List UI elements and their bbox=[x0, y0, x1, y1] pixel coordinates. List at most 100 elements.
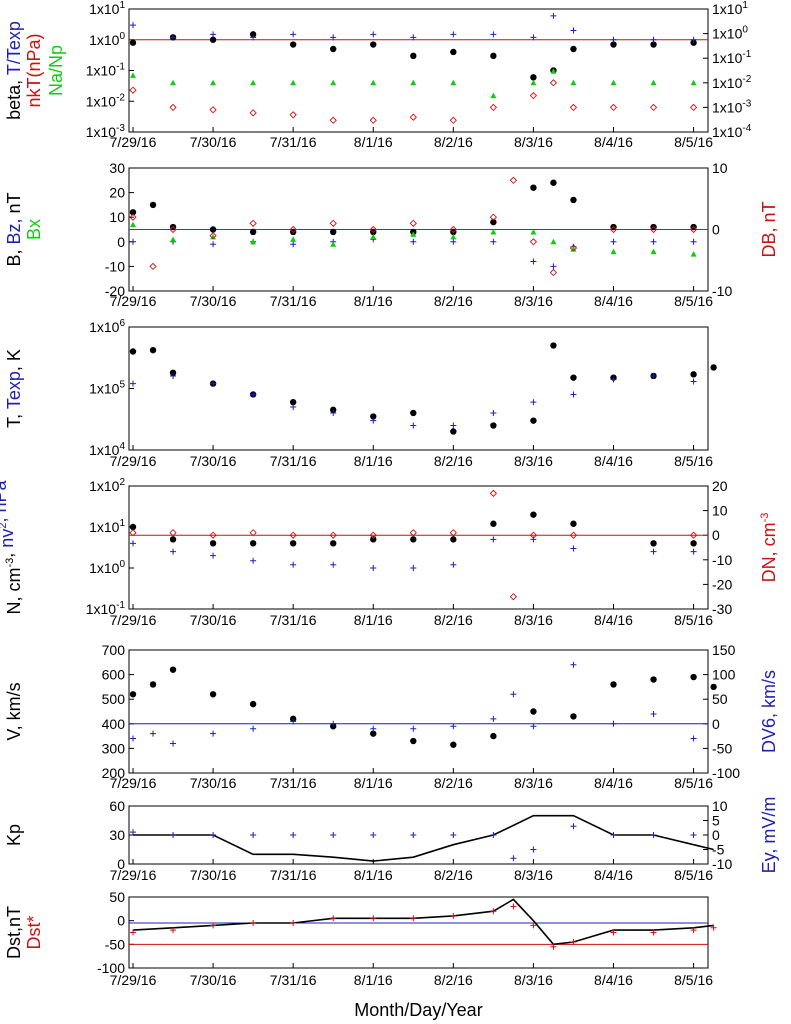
dst-data-point bbox=[710, 924, 717, 931]
beta-data-point bbox=[370, 41, 377, 48]
beta-y2-tick-label: 1x10-1 bbox=[712, 49, 752, 66]
b-data-point bbox=[529, 238, 538, 246]
b-data-point bbox=[650, 248, 657, 255]
b-x-tick-label: 7/29/16 bbox=[110, 293, 157, 309]
kp-x-tick-label: 8/5/16 bbox=[674, 867, 713, 883]
v-y2-tick-label: 0 bbox=[712, 716, 720, 732]
v-y-tick-label: 300 bbox=[102, 740, 126, 756]
b-data-point bbox=[609, 225, 618, 234]
beta-data-point bbox=[650, 36, 657, 43]
beta-data-point bbox=[650, 41, 657, 48]
b-x-tick-label: 8/1/16 bbox=[354, 293, 393, 309]
b-y-tick-label: 30 bbox=[109, 160, 125, 176]
v-x-tick-label: 7/31/16 bbox=[270, 775, 317, 791]
beta-data-point bbox=[330, 79, 337, 86]
t-y-tick-label: 1x106 bbox=[89, 318, 125, 335]
b-data-point bbox=[490, 228, 497, 235]
beta-data-point bbox=[450, 48, 457, 56]
t-data-point bbox=[170, 372, 177, 379]
n-data-point bbox=[570, 545, 577, 552]
beta-data-point bbox=[289, 41, 297, 48]
beta-x-tick-label: 8/1/16 bbox=[354, 134, 393, 150]
kp-data-point bbox=[370, 832, 377, 838]
beta-data-point bbox=[129, 86, 137, 94]
beta-data-point bbox=[130, 22, 137, 29]
beta-data-point bbox=[249, 109, 257, 117]
kp-data-point bbox=[410, 832, 417, 838]
t-data-point bbox=[330, 409, 337, 416]
b-data-point bbox=[530, 258, 537, 265]
b-ylabel: B, Bz, nT bbox=[4, 192, 24, 266]
kp-y-tick-label: 0 bbox=[117, 856, 125, 872]
beta-data-point bbox=[169, 103, 177, 112]
n-data-point bbox=[450, 561, 457, 568]
beta-x-tick-label: 7/31/16 bbox=[270, 134, 317, 150]
b-x-tick-label: 8/2/16 bbox=[434, 293, 473, 309]
b-data-point bbox=[409, 219, 417, 227]
beta-y2-tick-label: 1x100 bbox=[712, 25, 748, 42]
n-y2-tick-label: -30 bbox=[712, 601, 732, 617]
n-data-point bbox=[409, 529, 417, 537]
kp-y-tick-label: 60 bbox=[109, 798, 125, 814]
beta-data-point bbox=[250, 34, 257, 41]
v-y-tick-label: 700 bbox=[102, 642, 126, 658]
t-y-tick-label: 1x104 bbox=[89, 441, 125, 458]
v-data-point bbox=[150, 730, 157, 737]
kp-x-tick-label: 8/4/16 bbox=[594, 867, 633, 883]
n-data-point bbox=[690, 548, 697, 555]
dst-data-point bbox=[170, 927, 177, 934]
kp-ylabel: Kp bbox=[4, 824, 24, 846]
v-data-point bbox=[610, 681, 617, 688]
b-x-tick-label: 8/4/16 bbox=[594, 293, 633, 309]
beta-data-point bbox=[170, 34, 177, 41]
v-y2-tick-label: -100 bbox=[712, 765, 740, 781]
v-data-point bbox=[410, 725, 417, 732]
beta-data-point bbox=[210, 79, 217, 86]
beta-ylabel: beta, T/Texp bbox=[4, 21, 24, 120]
kp-data-point bbox=[530, 846, 537, 853]
t-data-point bbox=[330, 406, 337, 414]
b-data-point bbox=[130, 221, 137, 228]
t-x-tick-label: 8/4/16 bbox=[594, 453, 633, 469]
v-data-point bbox=[610, 720, 617, 727]
beta-data-point bbox=[209, 106, 217, 114]
b-data-point bbox=[690, 251, 697, 257]
dst-data-point bbox=[690, 927, 697, 934]
beta-data-point bbox=[689, 103, 698, 112]
t-x-tick-label: 8/2/16 bbox=[434, 453, 473, 469]
n-x-tick-label: 8/5/16 bbox=[674, 612, 713, 628]
n-data-point bbox=[129, 523, 137, 531]
dst-data-point bbox=[250, 920, 257, 927]
kp-x-tick-label: 7/31/16 bbox=[270, 867, 317, 883]
n-y2-tick-label: -10 bbox=[712, 552, 732, 568]
t-x-tick-label: 7/29/16 bbox=[110, 453, 157, 469]
b-x-tick-label: 8/5/16 bbox=[674, 293, 713, 309]
v-data-point bbox=[530, 723, 537, 730]
b-data-point bbox=[149, 201, 157, 209]
v-data-point bbox=[490, 732, 497, 740]
b-data-point bbox=[530, 184, 537, 191]
beta-x-tick-label: 7/29/16 bbox=[110, 134, 157, 150]
beta-data-point bbox=[370, 79, 377, 86]
n-data-point bbox=[250, 557, 257, 564]
dst-y-tick-label: -100 bbox=[97, 960, 125, 976]
beta-data-point bbox=[610, 41, 617, 48]
b-data-point bbox=[129, 209, 137, 216]
beta-data-point bbox=[569, 103, 578, 112]
n-x-tick-label: 7/29/16 bbox=[110, 612, 157, 628]
n-data-point bbox=[650, 540, 657, 547]
dst-data-point bbox=[410, 915, 417, 922]
n-data-point bbox=[370, 565, 377, 571]
beta-y-tick-label: 1x10-1 bbox=[86, 62, 126, 79]
beta-data-point bbox=[450, 79, 457, 86]
n-data-point bbox=[490, 536, 497, 543]
beta-data-point bbox=[649, 103, 658, 112]
b-data-point bbox=[129, 213, 137, 221]
t-data-point bbox=[690, 378, 697, 385]
beta-data-point bbox=[549, 79, 558, 87]
beta-ylabel-tertiary: Na/Np bbox=[46, 45, 66, 96]
dst-data-point bbox=[610, 929, 617, 936]
beta-data-point bbox=[409, 113, 417, 121]
kp-x-tick-label: 8/3/16 bbox=[514, 867, 553, 883]
n-data-point bbox=[209, 531, 217, 539]
